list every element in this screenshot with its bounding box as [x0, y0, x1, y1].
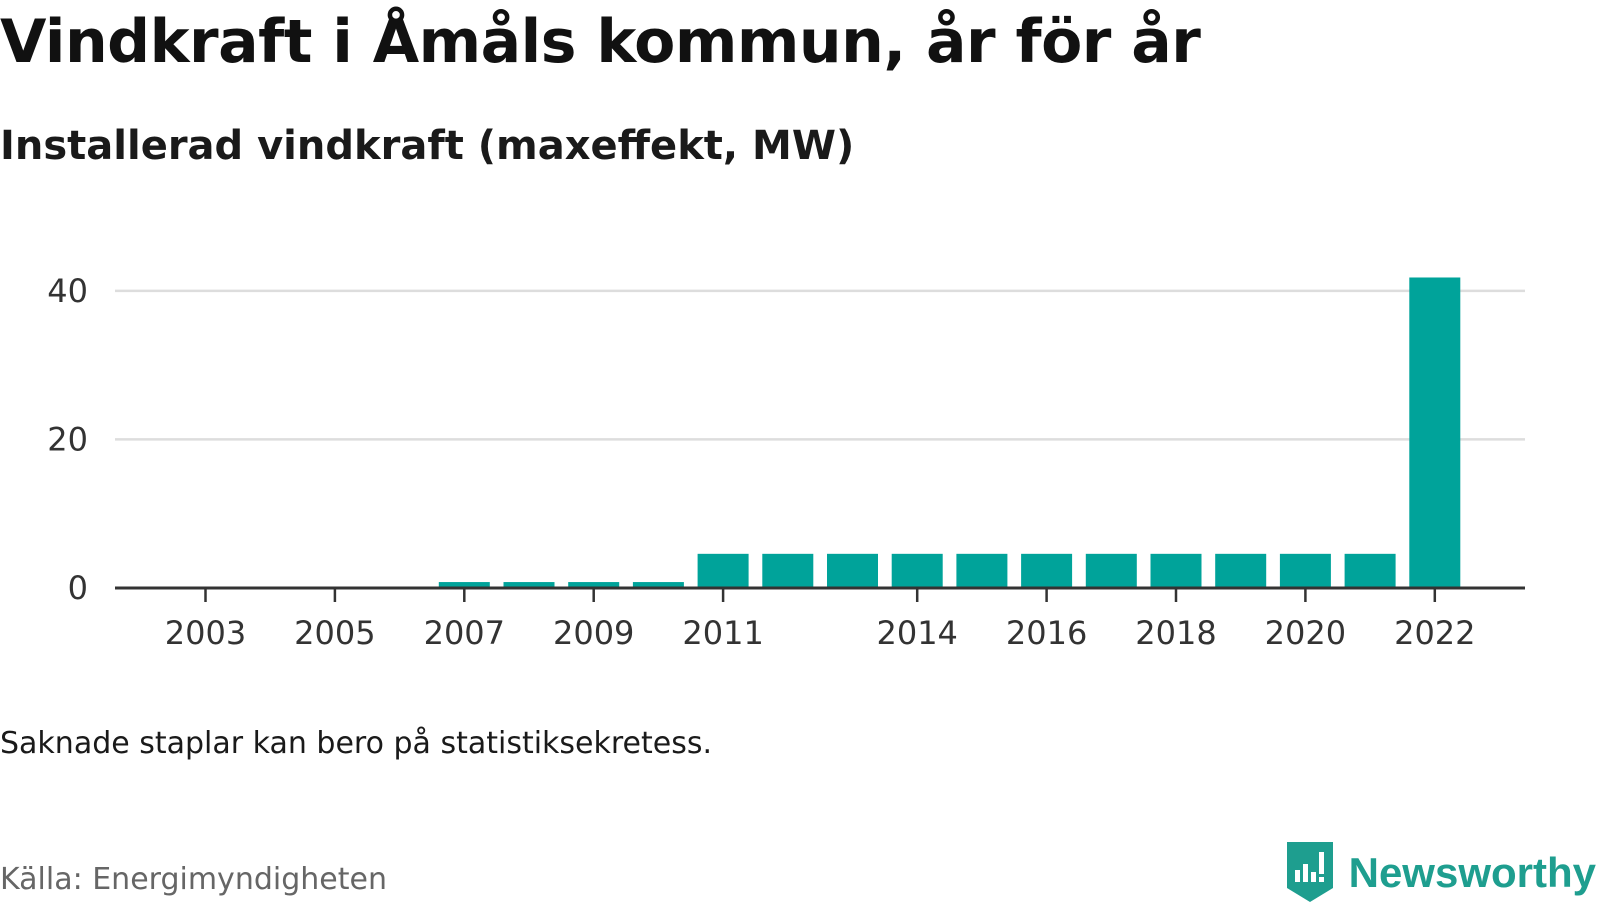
axes: 0 20 40 2003 2005 2007 2009 2011 2014 2016 2018 202…	[47, 272, 1525, 652]
x-tick-label-2020: 2020	[1265, 614, 1346, 652]
x-tick-label-2009: 2009	[553, 614, 634, 652]
gridlines	[115, 289, 1525, 441]
bar-2014	[891, 553, 943, 588]
x-tick-label-2003: 2003	[165, 614, 246, 652]
bar-2021	[1344, 553, 1396, 588]
bar-2018	[1150, 553, 1202, 588]
chart-subtitle: Installerad vindkraft (maxeffekt, MW)	[0, 123, 855, 169]
bar-2015	[956, 553, 1008, 588]
y-tick-label-40: 40	[47, 272, 88, 310]
x-tick-label-2005: 2005	[294, 614, 375, 652]
x-tick-label-2022: 2022	[1394, 614, 1475, 652]
bar-2007	[438, 582, 490, 588]
bar-2008	[503, 582, 555, 588]
brand-name: Newsworthy	[1348, 849, 1596, 896]
bars	[438, 277, 1461, 588]
bar-2019	[1215, 553, 1267, 588]
bar-2011	[697, 553, 749, 588]
footnote: Saknade staplar kan bero på statistiksek…	[0, 726, 713, 761]
bar-2012	[762, 553, 814, 588]
bar-2013	[827, 553, 878, 588]
x-tick-label-2016: 2016	[1006, 614, 1087, 652]
bar-2022	[1409, 277, 1461, 588]
bar-2010	[632, 582, 684, 588]
x-tick-label-2018: 2018	[1135, 614, 1216, 652]
brand-logo: Newsworthy	[1285, 842, 1596, 904]
x-tick-label-2007: 2007	[424, 614, 505, 652]
bar-2016	[1021, 553, 1073, 588]
newsworthy-logo-icon	[1286, 842, 1333, 902]
x-tick-label-2014: 2014	[876, 614, 957, 652]
bar-2017	[1085, 553, 1137, 588]
x-tick-label-2011: 2011	[682, 614, 763, 652]
y-tick-label-0: 0	[68, 569, 88, 607]
bar-chart: 0 20 40 2003 2005 2007 2009 2011 2014 2016 2018 202…	[47, 272, 1525, 652]
y-tick-label-20: 20	[47, 420, 88, 458]
source-credit: Källa: Energimyndigheten	[0, 862, 387, 897]
chart-title: Vindkraft i Åmåls kommun, år för år	[0, 7, 1201, 77]
bar-2020	[1279, 553, 1331, 588]
bar-2009	[568, 582, 620, 588]
